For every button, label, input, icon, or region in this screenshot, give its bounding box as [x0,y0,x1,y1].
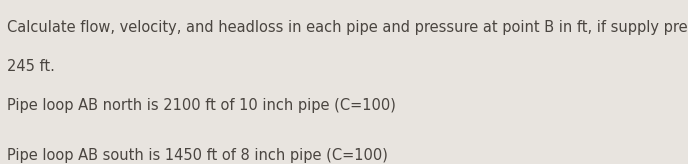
Text: Calculate flow, velocity, and headloss in each pipe and pressure at point B in f: Calculate flow, velocity, and headloss i… [7,20,688,35]
Text: Pipe loop AB south is 1450 ft of 8 inch pipe (C=100): Pipe loop AB south is 1450 ft of 8 inch … [7,148,388,163]
Text: 245 ft.: 245 ft. [7,59,55,74]
Text: Pipe loop AB north is 2100 ft of 10 inch pipe (C=100): Pipe loop AB north is 2100 ft of 10 inch… [7,98,396,113]
